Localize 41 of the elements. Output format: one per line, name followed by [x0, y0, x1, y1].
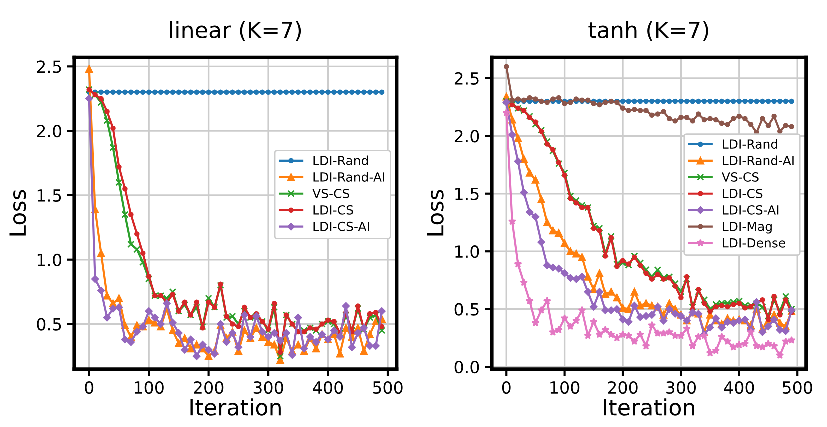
legend-label: VS-CS: [722, 172, 759, 182]
chart-title: tanh (K=7): [588, 21, 708, 42]
legend-label: VS-CS: [312, 188, 350, 198]
x-tick-label: 300: [254, 381, 284, 394]
y-tick-label: 2.0: [454, 130, 480, 143]
x-tick-label: 0: [85, 381, 94, 394]
y-tick-label: 1.0: [456, 246, 480, 258]
x-tick-label: 400: [724, 381, 754, 394]
legend-label: LDI-Rand-AI: [314, 172, 384, 182]
legend-label: LDI-Rand-AI: [723, 156, 794, 166]
x-tick-label: 100: [550, 381, 580, 394]
x-tick-label: 200: [608, 381, 638, 394]
y-tick-label: 2.0: [37, 125, 62, 138]
x-tick-label: 300: [666, 381, 696, 394]
y-axis-title: Loss: [427, 190, 444, 236]
x-tick-label: 100: [135, 381, 164, 394]
y-tick-label: 0.0: [454, 361, 480, 374]
legend-label: LDI-Mag: [723, 222, 772, 234]
x-tick-label: 500: [782, 381, 812, 394]
y-tick-label: 1.5: [456, 188, 479, 200]
y-tick-label: 0.5: [454, 303, 479, 316]
legend-label: LDI-Rand: [314, 156, 368, 166]
y-tick-label: 1.0: [38, 254, 62, 266]
legend-label: LDI-Dense: [723, 238, 786, 248]
y-tick-label: 1.5: [38, 190, 62, 202]
legend-label: LDI-CS-AI: [314, 222, 370, 232]
x-tick-label: 400: [313, 381, 344, 394]
chart-title: linear (K=7): [170, 21, 302, 42]
x-axis-title: Iteration: [604, 398, 694, 416]
legend-label: LDI-CS-AI: [723, 205, 779, 215]
legend-label: LDI-Rand: [723, 139, 778, 150]
y-tick-label: 2.5: [37, 60, 62, 74]
y-tick-label: 2.5: [454, 72, 479, 85]
x-tick-label: 200: [194, 381, 224, 394]
x-axis-title: Iteration: [190, 398, 281, 416]
legend-label: LDI-CS: [314, 205, 354, 215]
legend-label: LDI-CS: [723, 188, 763, 198]
y-axis-title: Loss: [10, 190, 26, 236]
x-tick-label: 0: [502, 381, 511, 394]
y-tick-label: 0.5: [37, 318, 62, 331]
x-tick-label: 500: [373, 381, 403, 394]
